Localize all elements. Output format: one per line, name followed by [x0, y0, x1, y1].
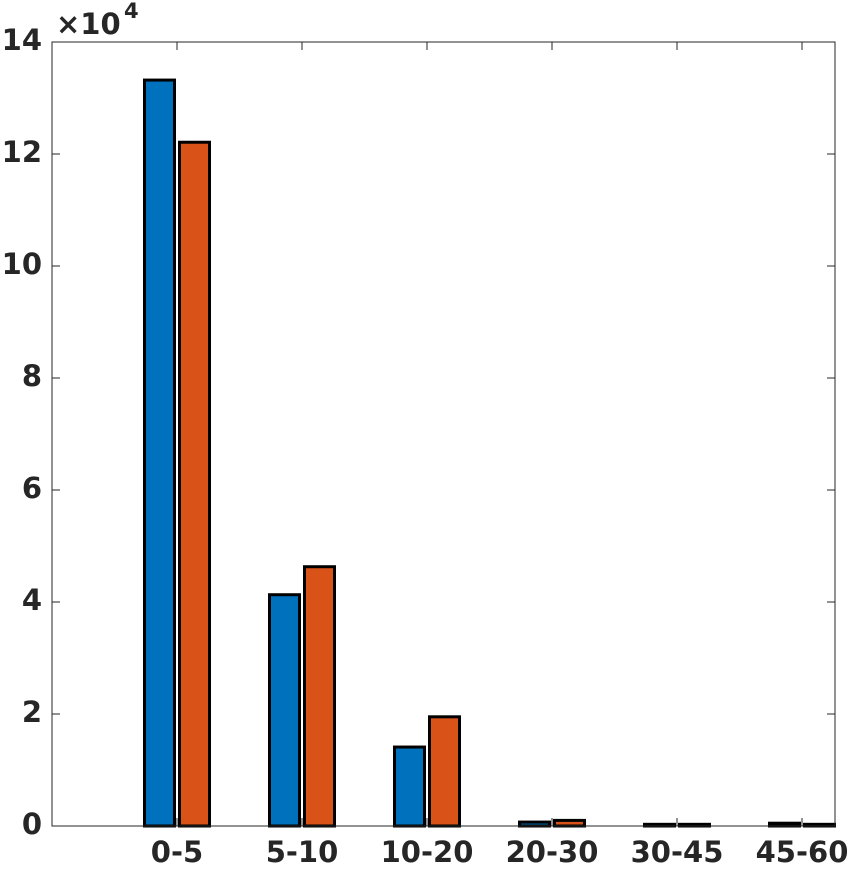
y-tick-label: 14 [2, 23, 42, 57]
x-tick-label: 20-30 [506, 835, 599, 867]
bar [178, 140, 211, 828]
y-multiplier-exponent: 4 [124, 0, 139, 23]
bar [518, 820, 551, 828]
x-tick-label: 30-45 [631, 835, 724, 867]
y-tick-label: 6 [22, 471, 42, 505]
bar [393, 745, 426, 828]
y-tick-label: 8 [22, 359, 42, 393]
y-tick-label: 4 [22, 583, 42, 617]
bar [553, 818, 586, 828]
bar [143, 78, 176, 828]
x-tick-label: 5-10 [266, 835, 339, 867]
y-multiplier-base: ×10 [56, 7, 121, 41]
x-tick-label: 10-20 [381, 835, 474, 867]
y-tick-label: 12 [2, 135, 42, 169]
x-tick-label: 0-5 [151, 835, 203, 867]
y-tick-label: 2 [22, 695, 42, 729]
x-tick-label: 45-60 [756, 835, 849, 867]
y-tick-label: 0 [22, 807, 42, 841]
bar [268, 593, 301, 828]
bar [303, 565, 336, 828]
axes-box [51, 41, 836, 827]
y-tick-label: 10 [2, 247, 42, 281]
bar [428, 715, 461, 828]
